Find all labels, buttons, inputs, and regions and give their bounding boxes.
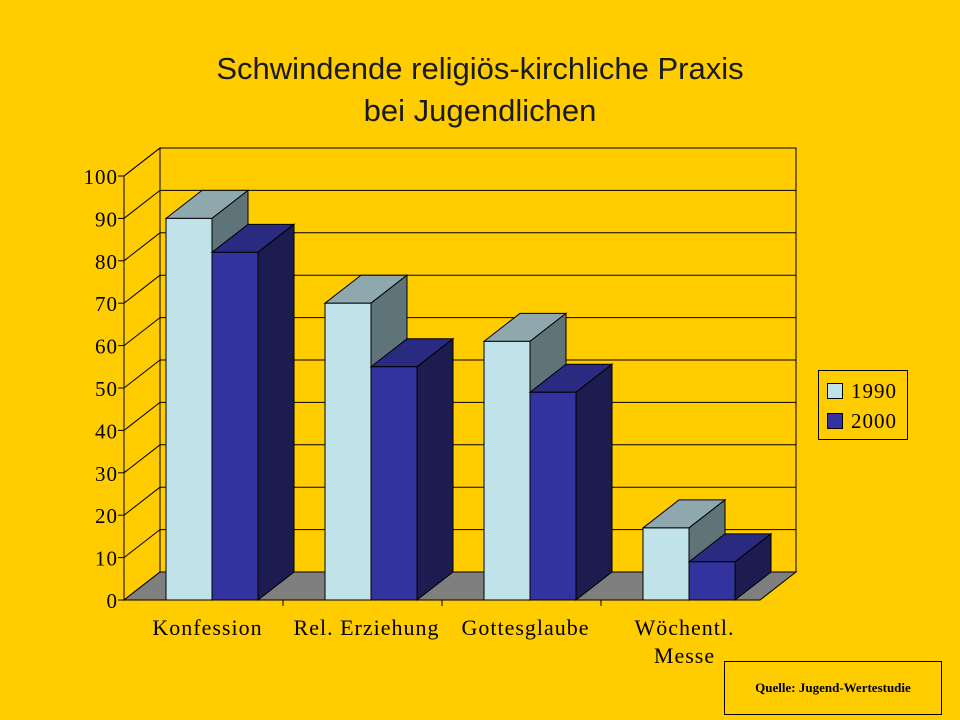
y-tick-label: 40 bbox=[95, 419, 118, 443]
chart-legend: 1990 2000 bbox=[818, 370, 908, 440]
legend-item-1990: 1990 bbox=[827, 379, 897, 403]
y-tick-label: 60 bbox=[95, 335, 118, 359]
bar-front bbox=[211, 251, 259, 601]
gridline-side bbox=[123, 232, 161, 262]
gridline-side bbox=[123, 529, 161, 558]
x-category-label: Messe bbox=[654, 643, 715, 668]
gridline-side bbox=[123, 147, 161, 177]
y-tick-label: 30 bbox=[95, 462, 118, 486]
gridline-side bbox=[123, 317, 161, 346]
bar-2000-3 bbox=[687, 532, 773, 602]
chart-title: Schwindende religiös-kirchliche Praxis b… bbox=[80, 48, 880, 132]
legend-swatch-1990 bbox=[827, 383, 843, 399]
y-tick-label: 80 bbox=[95, 250, 118, 274]
bar-front bbox=[529, 391, 577, 601]
legend-label-1990: 1990 bbox=[851, 378, 897, 403]
bar-side bbox=[257, 223, 295, 602]
gridline-side bbox=[123, 274, 161, 304]
y-tick-label: 20 bbox=[95, 504, 118, 528]
bar-front bbox=[324, 302, 372, 601]
y-tick-label: 70 bbox=[95, 292, 118, 316]
legend-label-2000: 2000 bbox=[851, 408, 897, 433]
bar-front bbox=[370, 366, 418, 601]
gridline-side bbox=[123, 402, 161, 431]
y-tick-label: 90 bbox=[95, 207, 118, 231]
bar-side bbox=[575, 363, 613, 602]
y-tick-label: 100 bbox=[84, 165, 119, 189]
bar-front bbox=[165, 217, 213, 601]
gridline-side bbox=[123, 486, 161, 516]
source-note: Quelle: Jugend-Wertestudie bbox=[724, 661, 942, 715]
bar-front bbox=[688, 561, 736, 601]
x-category-label: Wöchentl. bbox=[634, 615, 734, 640]
legend-swatch-2000 bbox=[827, 413, 843, 429]
y-tick-label: 10 bbox=[95, 547, 118, 571]
chart-title-line-1: Schwindende religiös-kirchliche Praxis bbox=[216, 51, 744, 86]
chart-title-line-2: bei Jugendlichen bbox=[363, 93, 597, 128]
bar-2000-2 bbox=[528, 363, 614, 602]
legend-item-2000: 2000 bbox=[827, 409, 897, 433]
y-tick-label: 50 bbox=[95, 377, 118, 401]
x-category-label: Rel. Erziehung bbox=[294, 615, 440, 640]
x-category-label: Konfession bbox=[152, 615, 262, 640]
gridline-side bbox=[123, 444, 161, 474]
bar-2000-1 bbox=[369, 337, 455, 602]
gridline-side bbox=[123, 359, 161, 389]
bar-2000-0 bbox=[210, 223, 296, 602]
y-tick-label: 0 bbox=[107, 589, 119, 613]
bar-front bbox=[642, 527, 690, 601]
x-category-label: Gottesglaube bbox=[461, 615, 589, 640]
bar-side bbox=[416, 337, 454, 602]
bar-front bbox=[483, 340, 531, 601]
gridline-side bbox=[123, 190, 161, 219]
